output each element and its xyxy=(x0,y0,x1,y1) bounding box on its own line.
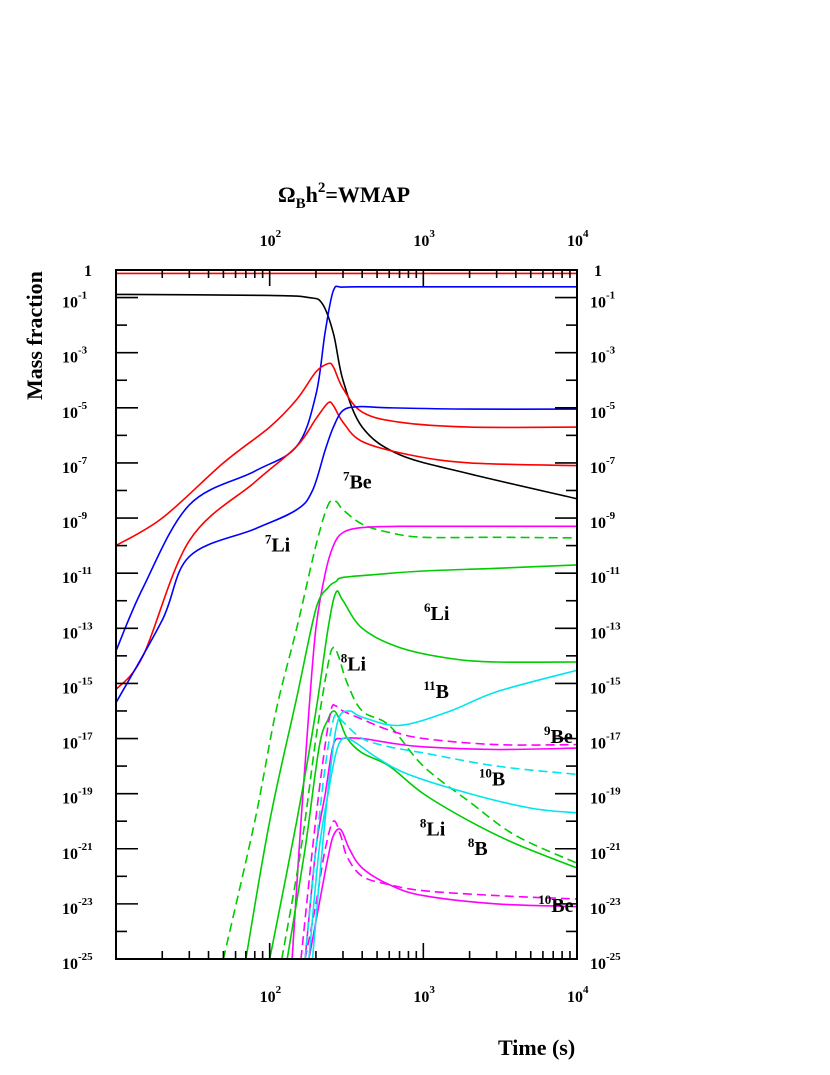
y-tick-label-right: 1 xyxy=(594,263,602,280)
series-line-10 xyxy=(268,590,577,959)
y-tick-label-right: 10-5 xyxy=(590,400,616,422)
y-tick-label-right: 10-13 xyxy=(590,620,621,642)
annotation-9: 8B xyxy=(468,835,488,860)
y-tick-label-right: 10-9 xyxy=(590,510,616,532)
x-tick-label-top: 103 xyxy=(413,228,435,250)
series-line-18 xyxy=(308,736,577,959)
annotation-4: 8Li xyxy=(341,650,367,675)
series-line-4 xyxy=(116,362,577,547)
annotation-1: 7Be xyxy=(343,468,372,493)
x-tick-label-bottom: 103 xyxy=(413,984,435,1006)
x-tick-label-bottom: 104 xyxy=(567,984,589,1006)
y-tick-label-left: 10-23 xyxy=(62,896,93,918)
y-tick-label-left: 10-17 xyxy=(62,731,93,753)
x-tick-label-bottom: 102 xyxy=(260,984,282,1006)
annotation-8: 8Li xyxy=(420,816,446,841)
y-tick-label-right: 10-11 xyxy=(590,565,620,587)
series-line-14 xyxy=(304,737,577,959)
y-axis-label: Mass fraction xyxy=(22,271,47,400)
curves-layer xyxy=(116,272,577,959)
y-tick-label-left: 10-3 xyxy=(62,345,88,367)
y-tick-label-right: 10-23 xyxy=(590,896,621,918)
plot-frame xyxy=(115,269,578,960)
y-tick-label-right: 10-17 xyxy=(590,731,621,753)
y-tick-label-left: 10-15 xyxy=(62,675,93,697)
annotation-6: 9Be xyxy=(544,723,573,748)
y-tick-label-left: 10-5 xyxy=(62,400,88,422)
annotation-10: 10Be xyxy=(538,892,573,917)
series-line-19 xyxy=(311,669,577,959)
series-line-9 xyxy=(245,564,577,959)
series-line-7 xyxy=(222,499,577,959)
series-line-11 xyxy=(281,646,577,959)
y-tick-label-right: 10-1 xyxy=(590,290,615,312)
series-line-15 xyxy=(304,820,577,959)
chart-title: ΩBh2=WMAP xyxy=(278,180,410,212)
x-tick-label-top: 102 xyxy=(260,228,282,250)
y-tick-label-left: 1 xyxy=(84,263,92,280)
series-line-13 xyxy=(300,704,577,959)
series-line-16 xyxy=(308,828,577,959)
y-tick-label-right: 10-7 xyxy=(590,455,616,477)
ticks-layer xyxy=(116,269,577,960)
y-tick-label-left: 10-9 xyxy=(62,510,88,532)
y-tick-label-left: 10-21 xyxy=(62,841,93,863)
annotation-3: 6Li xyxy=(424,600,450,625)
series-line-3 xyxy=(116,285,577,652)
y-tick-label-right: 10-19 xyxy=(590,786,621,808)
y-tick-label-right: 10-25 xyxy=(590,951,621,973)
series-line-12 xyxy=(286,710,577,959)
y-tick-label-left: 10-19 xyxy=(62,786,93,808)
series-line-2 xyxy=(116,293,577,500)
series-line-6 xyxy=(116,405,577,704)
x-axis-label: Time (s) xyxy=(498,1035,575,1060)
y-tick-label-right: 10-3 xyxy=(590,345,616,367)
y-tick-label-right: 10-21 xyxy=(590,841,621,863)
series-line-5 xyxy=(116,401,577,691)
x-tick-label-top: 104 xyxy=(567,228,589,250)
annotation-5: 11B xyxy=(423,678,449,703)
y-tick-label-left: 10-25 xyxy=(62,951,93,973)
series-line-17 xyxy=(304,714,577,959)
y-tick-label-left: 10-1 xyxy=(62,290,87,312)
labels-layer: 102 102 103 103 104 104 1 1 10-1 10-1 10-3 10-3 10-5… xyxy=(62,228,621,1006)
y-tick-label-left: 10-11 xyxy=(62,565,92,587)
y-tick-label-right: 10-15 xyxy=(590,675,621,697)
y-tick-label-left: 10-13 xyxy=(62,620,93,642)
y-tick-label-left: 10-7 xyxy=(62,455,88,477)
annotation-7: 10B xyxy=(479,765,505,790)
annotation-2: 7Li xyxy=(265,532,291,557)
